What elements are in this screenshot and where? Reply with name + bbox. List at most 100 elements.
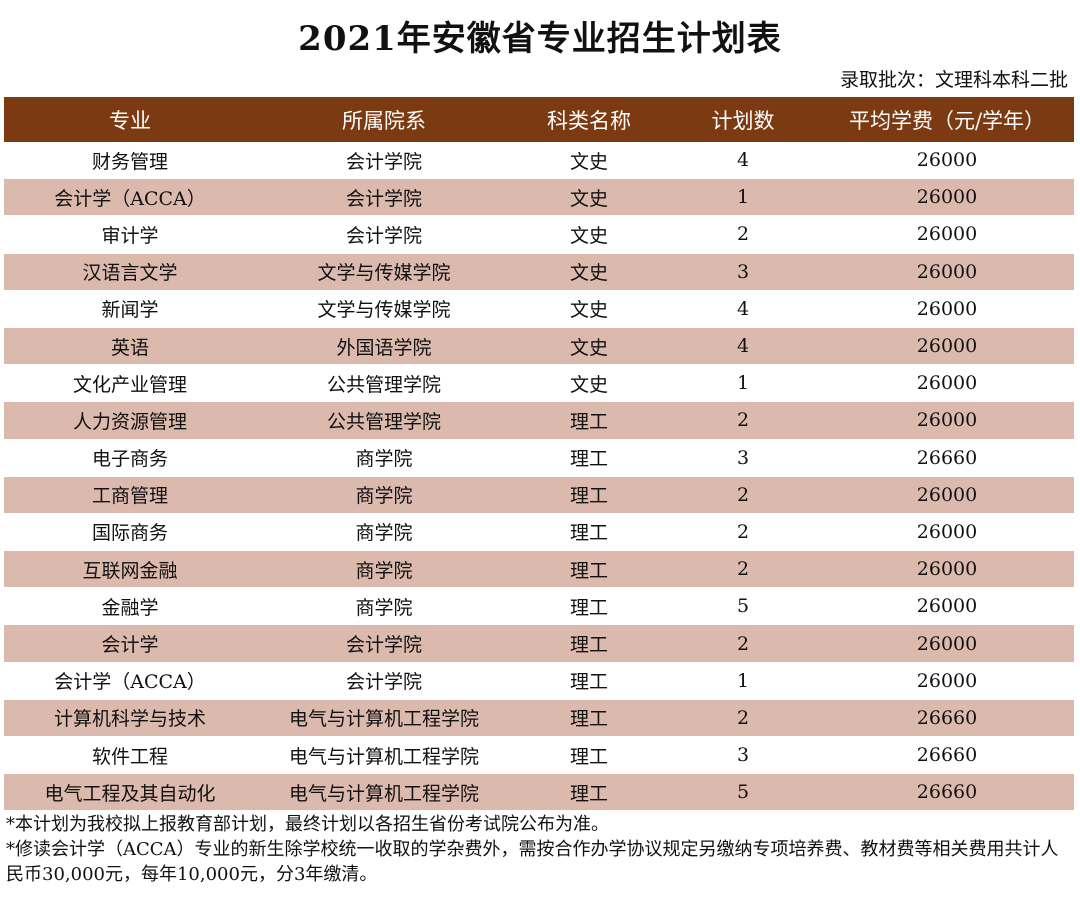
cell-major: 人力资源管理 [4, 401, 256, 440]
table-row: 软件工程 电气与计算机工程学院 理工 3 26660 [4, 736, 1074, 775]
cell-department: 文学与传媒学院 [256, 253, 512, 291]
table-row: 会计学 会计学院 理工 2 26000 [4, 624, 1074, 663]
cell-department: 电气与计算机工程学院 [256, 736, 512, 775]
cell-major: 会计学（ACCA） [4, 662, 256, 700]
cell-category: 文史 [512, 253, 666, 291]
cell-tuition: 26000 [820, 327, 1074, 366]
cell-department: 商学院 [256, 513, 512, 552]
cell-plan-count: 1 [666, 662, 820, 700]
cell-major: 电子商务 [4, 439, 256, 477]
cell-major: 审计学 [4, 215, 256, 254]
column-header-plan-count: 计划数 [666, 97, 820, 142]
cell-major: 财务管理 [4, 142, 256, 180]
cell-category: 文史 [512, 178, 666, 217]
cell-major: 电气工程及其自动化 [4, 773, 256, 812]
cell-category: 理工 [512, 624, 666, 663]
table-row: 文化产业管理 公共管理学院 文史 1 26000 [4, 364, 1074, 403]
cell-tuition: 26000 [820, 476, 1074, 514]
cell-category: 文史 [512, 364, 666, 403]
cell-plan-count: 4 [666, 327, 820, 366]
cell-department: 外国语学院 [256, 327, 512, 366]
cell-plan-count: 5 [666, 587, 820, 626]
cell-tuition: 26660 [820, 736, 1074, 775]
cell-department: 公共管理学院 [256, 401, 512, 440]
table-row: 新闻学 文学与传媒学院 文史 4 26000 [4, 290, 1074, 328]
table-row: 英语 外国语学院 文史 4 26000 [4, 327, 1074, 366]
cell-major: 金融学 [4, 587, 256, 626]
cell-tuition: 26660 [820, 699, 1074, 738]
cell-category: 文史 [512, 215, 666, 254]
cell-category: 理工 [512, 736, 666, 775]
cell-tuition: 26000 [820, 624, 1074, 663]
cell-department: 公共管理学院 [256, 364, 512, 403]
table-row: 计算机科学与技术 电气与计算机工程学院 理工 2 26660 [4, 699, 1074, 738]
column-header-department: 所属院系 [256, 97, 512, 142]
cell-tuition: 26000 [820, 401, 1074, 440]
cell-category: 理工 [512, 476, 666, 514]
cell-tuition: 26000 [820, 142, 1074, 180]
table-header-row: 专业 所属院系 科类名称 计划数 平均学费（元/学年） [4, 97, 1074, 142]
column-header-tuition: 平均学费（元/学年） [820, 97, 1074, 142]
page-title: 2021年安徽省专业招生计划表 [298, 19, 782, 59]
footnote-plan: *本计划为我校拟上报教育部计划，最终计划以各招生省份考试院公布为准。 [6, 814, 609, 835]
cell-category: 文史 [512, 142, 666, 180]
cell-category: 理工 [512, 513, 666, 552]
cell-tuition: 26000 [820, 587, 1074, 626]
cell-plan-count: 2 [666, 476, 820, 514]
table-row: 汉语言文学 文学与传媒学院 文史 3 26000 [4, 253, 1074, 291]
table-row: 人力资源管理 公共管理学院 理工 2 26000 [4, 401, 1074, 440]
cell-category: 理工 [512, 773, 666, 812]
footnotes: *本计划为我校拟上报教育部计划，最终计划以各招生省份考试院公布为准。 *修读会计… [6, 812, 1074, 887]
cell-category: 理工 [512, 587, 666, 626]
table-row: 电气工程及其自动化 电气与计算机工程学院 理工 5 26660 [4, 773, 1074, 812]
table-row: 互联网金融 商学院 理工 2 26000 [4, 550, 1074, 589]
table-body: 财务管理 会计学院 文史 4 26000 会计学（ACCA） 会计学院 文史 1 26000 审计学… [4, 142, 1074, 812]
table-row: 会计学（ACCA） 会计学院 理工 1 26000 [4, 662, 1074, 700]
cell-plan-count: 3 [666, 736, 820, 775]
table-row: 财务管理 会计学院 文史 4 26000 [4, 142, 1074, 180]
cell-department: 会计学院 [256, 178, 512, 217]
cell-tuition: 26000 [820, 290, 1074, 328]
cell-tuition: 26000 [820, 513, 1074, 552]
cell-category: 理工 [512, 401, 666, 440]
cell-department: 电气与计算机工程学院 [256, 773, 512, 812]
enrollment-plan-table: 专业 所属院系 科类名称 计划数 平均学费（元/学年） 财务管理 会计学院 文史 4 2… [4, 97, 1074, 812]
cell-department: 商学院 [256, 476, 512, 514]
cell-major: 英语 [4, 327, 256, 366]
cell-plan-count: 1 [666, 178, 820, 217]
cell-tuition: 26000 [820, 364, 1074, 403]
cell-plan-count: 3 [666, 439, 820, 477]
table-row: 审计学 会计学院 文史 2 26000 [4, 215, 1074, 254]
cell-major: 互联网金融 [4, 550, 256, 589]
cell-category: 理工 [512, 550, 666, 589]
cell-category: 理工 [512, 662, 666, 700]
cell-major: 计算机科学与技术 [4, 699, 256, 738]
cell-tuition: 26660 [820, 439, 1074, 477]
cell-department: 会计学院 [256, 662, 512, 700]
table-row: 电子商务 商学院 理工 3 26660 [4, 439, 1074, 477]
admission-batch: 录取批次：文理科本科二批 [839, 69, 1068, 91]
table-row: 金融学 商学院 理工 5 26000 [4, 587, 1074, 626]
cell-tuition: 26660 [820, 773, 1074, 812]
cell-plan-count: 4 [666, 290, 820, 328]
cell-category: 理工 [512, 439, 666, 477]
cell-category: 理工 [512, 699, 666, 738]
cell-department: 商学院 [256, 439, 512, 477]
cell-department: 商学院 [256, 587, 512, 626]
cell-major: 文化产业管理 [4, 364, 256, 403]
cell-plan-count: 3 [666, 253, 820, 291]
cell-major: 新闻学 [4, 290, 256, 328]
cell-major: 汉语言文学 [4, 253, 256, 291]
cell-tuition: 26000 [820, 662, 1074, 700]
cell-plan-count: 2 [666, 215, 820, 254]
cell-category: 文史 [512, 327, 666, 366]
cell-plan-count: 2 [666, 550, 820, 589]
cell-tuition: 26000 [820, 253, 1074, 291]
column-header-category: 科类名称 [512, 97, 666, 142]
cell-department: 会计学院 [256, 142, 512, 180]
table-row: 工商管理 商学院 理工 2 26000 [4, 476, 1074, 514]
cell-department: 会计学院 [256, 215, 512, 254]
cell-plan-count: 4 [666, 142, 820, 180]
cell-tuition: 26000 [820, 178, 1074, 217]
cell-major: 会计学 [4, 624, 256, 663]
